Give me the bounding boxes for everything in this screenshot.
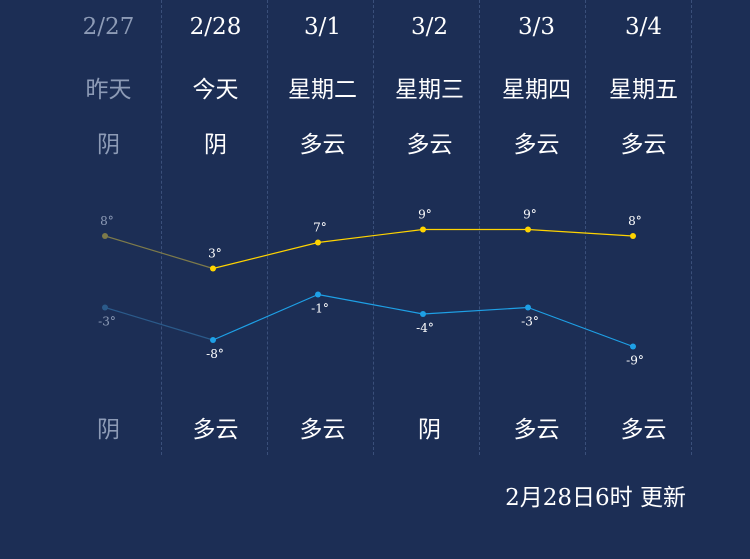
high-temp-point (210, 265, 216, 272)
high-temp-label: 3° (208, 247, 222, 261)
high-temp-segment (212, 241, 319, 270)
day-column: 3/4 星期五 多云 多云 (590, 0, 697, 455)
night-condition: 阴 (418, 417, 441, 443)
high-temp-point (420, 226, 426, 233)
low-temp-label: -3° (521, 315, 539, 329)
high-temp-segment (104, 235, 214, 270)
high-temp-label: 8° (628, 214, 642, 228)
day-weekday: 星期四 (502, 77, 571, 103)
day-weekday: 今天 (192, 77, 239, 103)
low-temp-point (315, 291, 321, 298)
day-column: 3/3 星期四 多云 多云 (483, 0, 590, 455)
high-temp-point (525, 226, 531, 233)
day-date: 3/1 (303, 14, 341, 40)
high-temp-label: 7° (313, 221, 327, 235)
low-temp-segment (422, 306, 529, 315)
update-time: 2月28日6时 更新 (505, 485, 686, 511)
day-condition: 阴 (204, 132, 227, 158)
day-date: 3/2 (410, 14, 448, 40)
column-divider (161, 0, 162, 455)
high-temp-label: 9° (418, 208, 432, 222)
day-date: 2/27 (82, 14, 135, 40)
low-temp-point (210, 337, 216, 343)
day-column: 2/28 今天阴多云 (162, 0, 269, 455)
low-temp-label: -8° (206, 347, 224, 361)
high-temp-point (315, 239, 321, 246)
low-temp-segment (104, 306, 214, 341)
night-condition: 多云 (620, 417, 667, 443)
night-condition: 多云 (192, 417, 239, 443)
high-temp-label: 8° (100, 214, 114, 228)
day-condition: 多云 (406, 132, 453, 158)
low-temp-point (525, 304, 531, 311)
day-date: 3/3 (517, 14, 555, 40)
low-temp-point (102, 304, 108, 311)
column-divider (691, 0, 692, 455)
column-divider (267, 0, 268, 455)
day-condition: 多云 (620, 132, 667, 158)
high-temp-point (630, 233, 636, 239)
low-temp-segment (527, 306, 634, 348)
day-column: 2/27 昨天阴阴 (55, 0, 162, 455)
low-temp-label: -9° (626, 354, 644, 368)
day-date: 2/28 (189, 14, 242, 40)
low-temp-label: -4° (416, 321, 434, 335)
low-temp-point (420, 311, 426, 317)
night-condition: 多云 (299, 417, 346, 443)
day-weekday: 星期二 (288, 77, 357, 103)
day-weekday: 星期五 (609, 77, 678, 103)
low-temp-segment (212, 293, 319, 341)
low-temp-label: -1° (311, 302, 329, 316)
day-weekday: 星期三 (395, 77, 464, 103)
column-divider (479, 0, 480, 455)
high-temp-label: 9° (523, 208, 537, 222)
day-condition: 多云 (299, 132, 346, 158)
high-temp-segment (317, 228, 424, 244)
high-temp-segment (527, 228, 634, 237)
day-weekday: 昨天 (85, 77, 132, 103)
day-condition: 多云 (513, 132, 560, 158)
high-temp-point (102, 233, 108, 239)
day-date: 3/4 (624, 14, 662, 40)
day-column: 3/2 星期三多云阴 (376, 0, 483, 455)
day-column: 3/1 星期二 多云 多云 (269, 0, 376, 455)
column-divider (585, 0, 586, 455)
low-temp-point (630, 343, 636, 350)
column-divider (373, 0, 374, 455)
night-condition: 阴 (97, 417, 120, 443)
night-condition: 多云 (513, 417, 560, 443)
day-condition: 阴 (97, 132, 120, 158)
low-temp-segment (317, 293, 424, 315)
low-temp-label: -3° (98, 315, 116, 329)
